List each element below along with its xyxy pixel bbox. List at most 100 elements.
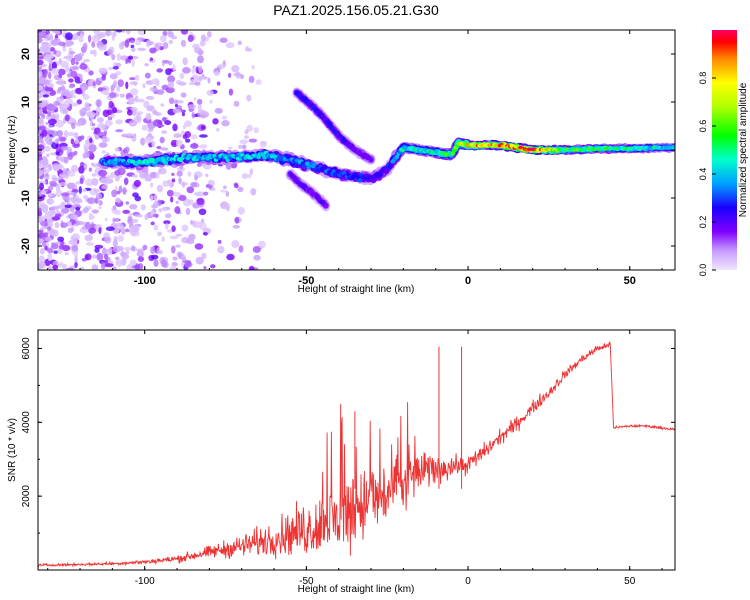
noise-speckle bbox=[59, 261, 63, 266]
noise-speckle bbox=[201, 252, 207, 259]
noise-speckle bbox=[196, 197, 205, 206]
noise-speckle bbox=[52, 163, 61, 171]
noise-speckle bbox=[71, 182, 76, 188]
noise-speckle bbox=[70, 119, 77, 123]
noise-speckle bbox=[164, 120, 172, 126]
noise-speckle bbox=[46, 153, 50, 157]
noise-speckle bbox=[88, 227, 96, 234]
noise-speckle bbox=[191, 134, 198, 140]
noise-speckle bbox=[47, 248, 54, 254]
noise-speckle bbox=[231, 240, 240, 248]
noise-speckle bbox=[171, 172, 175, 176]
noise-speckle bbox=[233, 100, 240, 107]
noise-speckle bbox=[186, 186, 195, 194]
noise-speckle bbox=[91, 209, 100, 214]
noise-speckle bbox=[58, 245, 64, 250]
noise-speckle bbox=[129, 204, 138, 210]
noise-speckle bbox=[64, 204, 73, 209]
noise-speckle bbox=[114, 147, 120, 152]
noise-speckle bbox=[153, 200, 159, 209]
noise-speckle bbox=[70, 102, 79, 107]
colorbar-tick-label: 0.6 bbox=[698, 120, 708, 133]
noise-speckle bbox=[38, 38, 43, 43]
noise-speckle bbox=[165, 223, 169, 230]
noise-speckle bbox=[60, 222, 68, 229]
noise-speckle bbox=[63, 156, 69, 164]
noise-speckle bbox=[166, 189, 174, 197]
noise-speckle bbox=[199, 222, 207, 231]
noise-speckle bbox=[250, 188, 257, 196]
noise-speckle bbox=[64, 130, 68, 138]
noise-speckle bbox=[56, 130, 63, 138]
noise-speckle bbox=[197, 55, 204, 64]
noise-speckle bbox=[57, 236, 65, 242]
noise-speckle bbox=[38, 85, 44, 91]
noise-speckle bbox=[44, 245, 48, 251]
noise-speckle bbox=[169, 265, 177, 270]
noise-speckle bbox=[48, 193, 53, 197]
noise-speckle bbox=[142, 83, 146, 89]
ridge-mark bbox=[323, 203, 328, 208]
noise-speckle bbox=[199, 40, 206, 47]
noise-speckle bbox=[168, 39, 174, 45]
noise-speckle bbox=[88, 167, 92, 172]
noise-speckle bbox=[45, 30, 50, 35]
noise-speckle bbox=[38, 211, 43, 217]
snr-y-axis-label: SNR (10 * v/v) bbox=[7, 418, 18, 482]
noise-speckle bbox=[59, 174, 66, 178]
noise-speckle bbox=[45, 56, 51, 62]
noise-speckle bbox=[77, 220, 84, 226]
noise-speckle bbox=[117, 167, 126, 176]
ridge-mark bbox=[312, 162, 317, 167]
noise-speckle bbox=[76, 198, 83, 204]
colorbar-gradient bbox=[712, 30, 737, 270]
noise-speckle bbox=[62, 266, 67, 270]
noise-speckle bbox=[62, 30, 67, 34]
noise-speckle bbox=[198, 208, 207, 216]
noise-speckle bbox=[83, 106, 91, 111]
noise-speckle bbox=[79, 32, 84, 38]
ridge-mark bbox=[341, 171, 347, 176]
noise-speckle bbox=[54, 222, 60, 229]
noise-speckle bbox=[207, 179, 215, 187]
noise-speckle bbox=[168, 97, 175, 105]
noise-speckle bbox=[237, 144, 243, 149]
noise-speckle bbox=[100, 261, 106, 270]
noise-speckle bbox=[70, 196, 78, 204]
y-tick-label: 0 bbox=[20, 147, 32, 153]
noise-speckle bbox=[101, 75, 106, 81]
noise-speckle bbox=[167, 81, 175, 89]
noise-speckle bbox=[38, 217, 43, 223]
noise-speckle bbox=[181, 112, 185, 117]
noise-speckle bbox=[162, 207, 167, 212]
noise-speckle bbox=[124, 246, 131, 251]
noise-speckle bbox=[51, 67, 59, 75]
noise-speckle bbox=[136, 248, 145, 253]
colorbar-ticks: 0.0 0.2 0.4 0.6 0.8 bbox=[698, 72, 716, 276]
noise-speckle bbox=[128, 221, 134, 228]
y-tick-label: 6000 bbox=[21, 337, 32, 360]
noise-speckle bbox=[196, 183, 200, 188]
noise-speckle bbox=[225, 42, 235, 49]
noise-speckle bbox=[71, 164, 79, 172]
noise-speckle bbox=[253, 127, 260, 134]
noise-speckle bbox=[69, 192, 77, 196]
noise-speckle bbox=[190, 220, 194, 225]
ridge-mark bbox=[394, 155, 400, 159]
noise-speckle bbox=[246, 124, 253, 132]
noise-speckle bbox=[155, 171, 160, 179]
noise-speckle bbox=[101, 184, 109, 190]
noise-speckle bbox=[116, 190, 121, 195]
noise-speckle bbox=[191, 68, 196, 74]
noise-speckle bbox=[115, 259, 124, 267]
noise-speckle bbox=[75, 181, 81, 185]
noise-speckle bbox=[172, 63, 176, 72]
noise-speckle bbox=[49, 47, 56, 52]
noise-speckle bbox=[196, 163, 202, 167]
noise-speckle bbox=[232, 225, 240, 229]
noise-speckle bbox=[38, 52, 43, 58]
noise-speckle bbox=[137, 256, 145, 262]
noise-speckle bbox=[38, 67, 42, 72]
noise-speckle bbox=[216, 81, 221, 86]
noise-speckle bbox=[115, 119, 123, 125]
